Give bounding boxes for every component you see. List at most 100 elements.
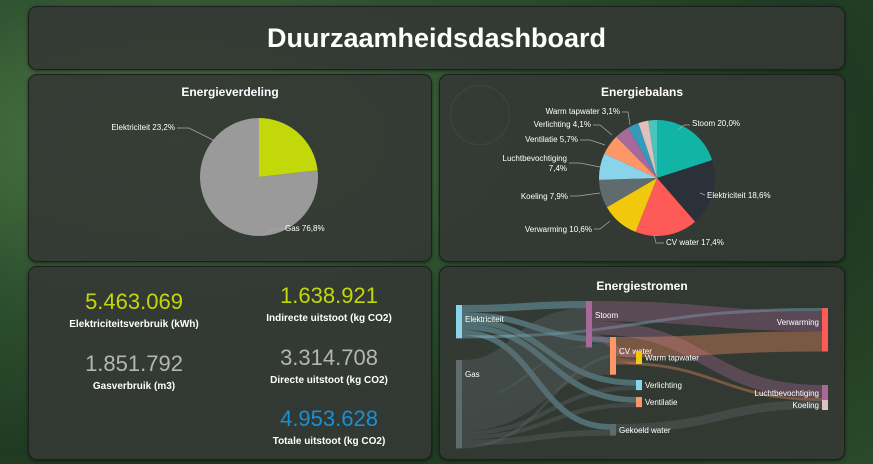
leader-line [262,228,283,236]
kpi-indirect-emission-label: Indirecte uitstoot (kg CO2) [266,313,392,324]
sankey-node-cv-water[interactable] [610,337,616,375]
leader-line [677,124,690,131]
energy-balance-title: Energiebalans [600,85,684,99]
pie-label: Luchtbevochtiging [503,154,568,163]
sankey-node-stoom[interactable] [586,301,592,348]
sankey-link-elektriciteit-verwarming[interactable] [461,308,823,339]
sankey-link-elektriciteit-verlichting[interactable] [461,318,637,386]
pie-slice-verlichting-4-1[interactable] [616,127,657,178]
pie-label: Koeling 7,9% [521,192,568,201]
sankey-node-ventilatie[interactable] [636,397,642,408]
dashboard-title: Duurzaamheidsdashboard [266,23,607,53]
sankey-link-gas-verlichting[interactable] [461,385,637,436]
sankey-node-verwarming[interactable] [822,308,828,352]
energy-balance-pie-chart[interactable]: Stoom 20,0% Elektriciteit 18,6% CV water 1… [440,75,845,262]
energy-distribution-title: Energieverdeling [181,85,279,99]
pie-slice-elektriciteit-18-6[interactable] [657,160,715,222]
sankey-node-label: Gas [465,370,480,379]
sankey-link-gas-gekoeld-water[interactable] [461,429,611,446]
leader-line [569,162,601,168]
pie-label: CV water 17,4% [666,238,724,247]
kpi-electricity-label: Elektriciteitsverbruik (kWh) [69,319,199,330]
sankey-node-label: CV water [619,347,652,356]
pie-label: Verlichting 4,1% [534,120,591,129]
sankey-node-elektriciteit[interactable] [456,305,462,339]
energy-distribution-pie-chart[interactable]: Elektriciteit 23,2% Gas 76,8% [29,75,432,262]
sankey-link-cv-water-warm-tapwater[interactable] [615,357,637,365]
sankey-node-label: Verlichting [645,381,682,390]
kpi-gas: 1.851.792 Gasverbruik (m3) [44,351,224,392]
leader-line [622,111,631,126]
pie-slice-koeling-7-9[interactable] [599,178,657,208]
leader-line [699,192,706,196]
pie-slice-luchtbevochtiging-7-4[interactable] [599,153,657,180]
energy-balance-panel[interactable]: Energiebalans Stoom 20,0% Elektriciteit 1… [439,74,845,262]
sankey-node-label: Koeling [792,401,819,410]
pie-slice-slice[interactable] [638,120,657,178]
sankey-link-gas-warm-tapwater[interactable] [461,351,637,449]
sankey-link-cv-water-verwarming[interactable] [615,331,823,358]
energy-flows-title: Energiestromen [596,279,688,293]
kpi-gas-label: Gasverbruik (m3) [92,381,176,392]
energy-distribution-panel[interactable]: Energieverdeling Elektriciteit 23,2% Gas … [28,74,432,262]
kpi-direct-emission-value: 3.314.708 [280,345,378,370]
pie-slice-verwarming-10-6[interactable] [606,178,657,232]
sankey-link-stoom-verwarming[interactable] [591,301,823,332]
kpi-electricity: 5.463.069 Elektriciteitsverbruik (kWh) [44,289,224,330]
pie-label: Elektriciteit 23,2% [111,123,175,132]
kpi-direct-emission-label: Directe uitstoot (kg CO2) [270,375,388,386]
sankey-node-gas[interactable] [456,360,462,449]
sankey-link-elektriciteit-gekoeld-water[interactable] [461,329,611,430]
sankey-node-label: Verwarming [777,318,819,327]
sankey-link-gas-stoom[interactable] [460,308,588,400]
leaf-decoration-icon [450,85,510,145]
sankey-node-gekoeld-water[interactable] [610,424,616,436]
leader-line [653,234,664,244]
sankey-link-cv-water-luchtbevochtiging[interactable] [615,361,823,401]
pie-label: 7,4% [549,164,567,173]
kpi-gas-value: 1.851.792 [85,351,183,376]
energy-flows-sankey-chart[interactable]: Elektriciteit Gas Stoom CV water Verlichting… [440,267,845,460]
sankey-link-gekoeld-water-koeling[interactable] [615,400,823,433]
kpi-electricity-value: 5.463.069 [85,289,183,314]
leader-line [570,192,601,197]
energy-flows-panel[interactable]: Energiestromen Elektriciteit Gas Stoom CV w… [439,266,845,460]
kpi-direct-emission: 3.314.708 Directe uitstoot (kg CO2) [239,345,419,386]
kpi-panel: 5.463.069 Elektriciteitsverbruik (kWh) 1… [28,266,432,460]
pie-slice-elektriciteit-23-2[interactable] [259,118,318,177]
pie-label: Gas 76,8% [285,224,325,233]
dashboard-header: Duurzaamheidsdashboard [28,6,845,70]
kpi-total-emission-value: 4.953.628 [280,406,378,431]
sankey-link-gas-ventilatie[interactable] [461,402,637,440]
pie-slice-cv-water-17-4[interactable] [635,178,696,237]
sankey-node-warm-tapwater[interactable] [636,351,642,365]
leader-line [594,220,611,230]
kpi-indirect-emission-value: 1.638.921 [280,283,378,308]
sankey-node-verlichting[interactable] [636,380,642,391]
sankey-node-koeling[interactable] [822,400,828,410]
sankey-link-stoom-luchtbevochtiging[interactable] [591,321,823,399]
leader-line [177,127,216,142]
kpi-total-emission: 4.953.628 Totale uitstoot (kg CO2) [239,406,419,447]
pie-label: Stoom 20,0% [692,119,740,128]
pie-label: Warm tapwater 3,1% [546,107,620,116]
sankey-link-elektriciteit-ventilatie[interactable] [461,323,637,403]
pie-slice-stoom-20-0[interactable] [657,120,713,178]
sankey-node-luchtbevochtiging[interactable] [822,385,828,401]
pie-slice-ventilatie-5-7[interactable] [604,136,657,178]
sankey-node-label: Gekoeld water [619,426,671,435]
sankey-link-gas-cv-water[interactable] [461,342,611,432]
leader-line [593,124,613,136]
sankey-node-label: Warm tapwater [645,354,699,363]
pie-slice-slice[interactable] [648,120,657,178]
sankey-node-label: Ventilatie [645,398,678,407]
pie-label: Verwarming 10,6% [525,225,592,234]
leader-line [580,139,606,146]
pie-slice-gas-76-8[interactable] [200,118,318,237]
sankey-node-label: Stoom [595,311,618,320]
kpi-indirect-emission: 1.638.921 Indirecte uitstoot (kg CO2) [239,283,419,324]
sankey-link-elektriciteit-stoom[interactable] [461,301,587,313]
kpi-total-emission-label: Totale uitstoot (kg CO2) [272,436,386,447]
pie-slice-warm-tapwater-3-1[interactable] [628,123,657,178]
sankey-node-label: Luchtbevochtiging [755,389,820,398]
